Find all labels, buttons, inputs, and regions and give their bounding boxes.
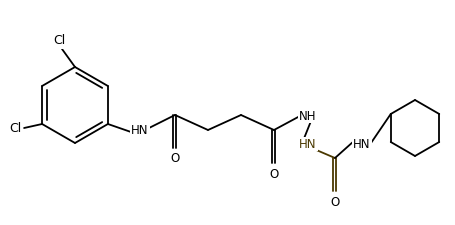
Text: Cl: Cl	[9, 122, 21, 135]
Text: O: O	[170, 153, 179, 166]
Text: HN: HN	[131, 124, 148, 137]
Text: Cl: Cl	[53, 34, 65, 47]
Text: O: O	[330, 196, 339, 209]
Text: O: O	[269, 167, 278, 180]
Text: HN: HN	[298, 137, 316, 151]
Text: HN: HN	[353, 137, 370, 151]
Text: NH: NH	[298, 110, 316, 122]
